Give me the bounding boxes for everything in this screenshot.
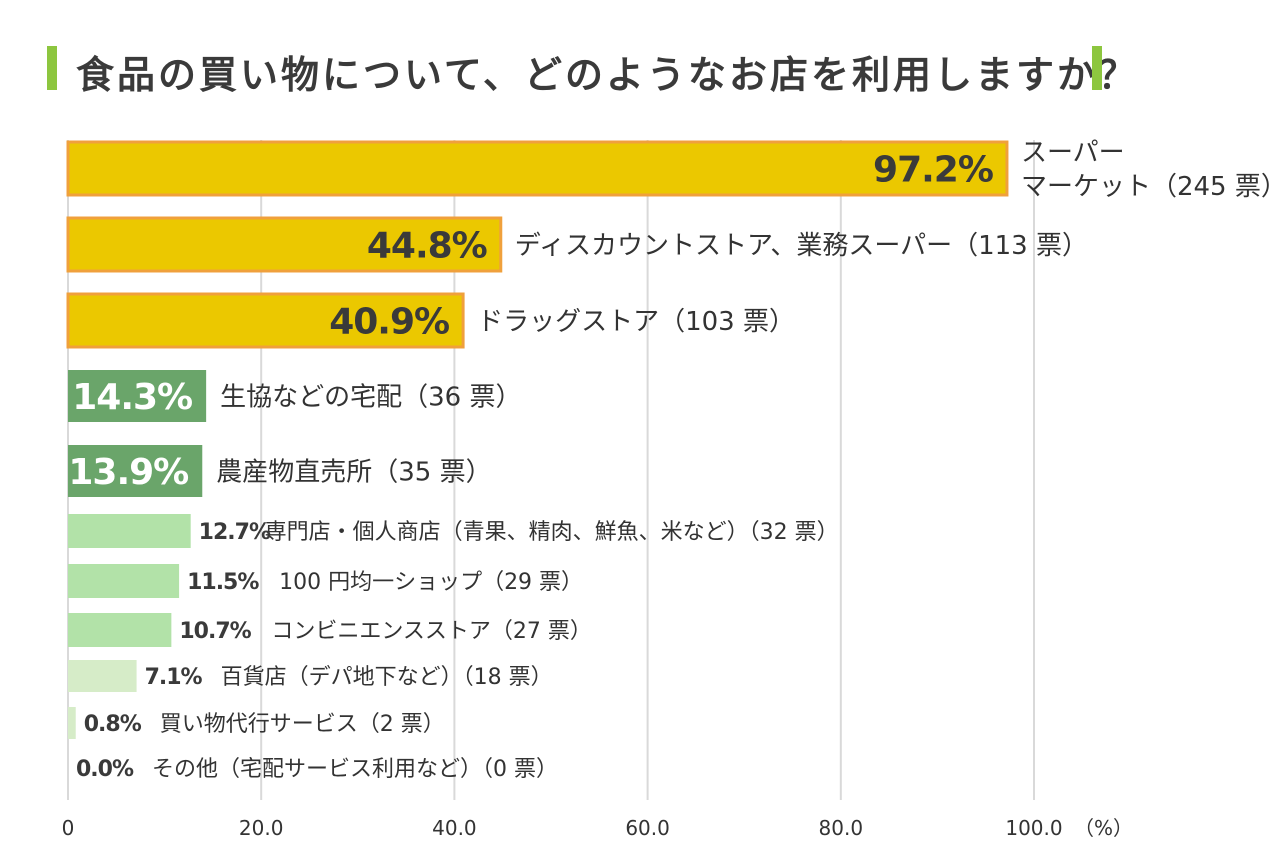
- x-tick-label: 0: [62, 816, 75, 840]
- category-label: 100 円均一ショップ（29 票）: [279, 570, 583, 595]
- data-label: 44.8%: [367, 225, 487, 266]
- category-label: その他（宅配サービス利用など）（0 票）: [152, 757, 558, 782]
- category-label: 百貨店（デパ地下など）（18 票）: [221, 665, 553, 690]
- bar: [68, 613, 172, 647]
- category-label: 農産物直売所（35 票）: [216, 457, 491, 487]
- data-label: 14.3%: [72, 377, 192, 418]
- title-area: 食品の買い物について、どのようなお店を利用しますか？: [0, 40, 1282, 100]
- bar: [66, 292, 465, 349]
- data-label: 40.9%: [329, 301, 449, 342]
- title-accent-left: [47, 46, 57, 90]
- bar: [68, 370, 207, 422]
- data-label: 11.5%: [187, 570, 259, 595]
- x-tick-label: 60.0: [625, 816, 670, 840]
- x-tick-label: 100.0: [1005, 816, 1062, 840]
- category-label: ディスカウントストア、業務スーパー（113 票）: [515, 231, 1088, 261]
- bar: [68, 707, 76, 739]
- data-label: 10.7%: [179, 619, 251, 644]
- bar: [68, 445, 203, 497]
- data-label: 7.1%: [145, 665, 203, 690]
- x-tick-label: 20.0: [239, 816, 284, 840]
- chart-title: 食品の買い物について、どのようなお店を利用しますか？: [76, 53, 1139, 97]
- x-axis-unit: （%）: [1074, 816, 1133, 840]
- data-label: 0.8%: [84, 712, 142, 737]
- category-label: マーケット（245 票）: [1021, 172, 1282, 202]
- data-label: 97.2%: [873, 149, 993, 190]
- x-tick-label: 40.0: [432, 816, 477, 840]
- bar: [68, 564, 180, 598]
- category-label: 生協などの宅配（36 票）: [220, 382, 521, 412]
- data-label: 13.9%: [68, 452, 188, 493]
- title-accent-right: [1092, 46, 1102, 90]
- category-label: 専門店・個人商店（青果、精肉、鮮魚、米など）（32 票）: [265, 520, 839, 545]
- bar: [68, 660, 137, 692]
- bar: [66, 140, 1009, 197]
- x-tick-label: 80.0: [819, 816, 864, 840]
- data-label: 12.7%: [199, 520, 271, 545]
- category-label: スーパー: [1021, 138, 1125, 168]
- bar: [68, 514, 191, 548]
- bar: [66, 216, 503, 273]
- category-label: 買い物代行サービス（2 票）: [160, 712, 445, 737]
- category-label: コンビニエンスストア（27 票）: [271, 619, 592, 644]
- data-label: 0.0%: [76, 757, 134, 782]
- category-label: ドラッグストア（103 票）: [477, 307, 795, 337]
